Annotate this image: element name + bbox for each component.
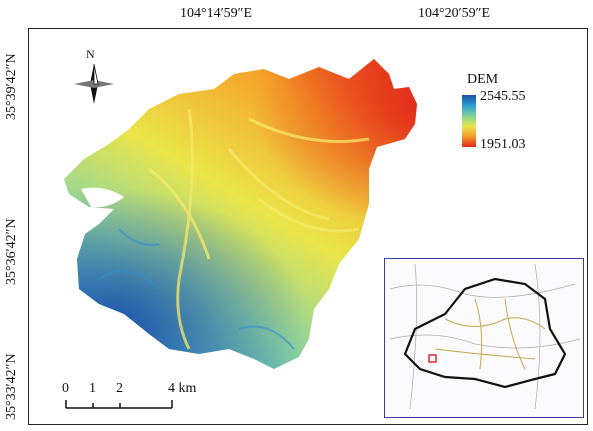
latitude-label-3: 35°33′42″N [4,353,19,420]
north-arrow-icon [74,63,114,104]
latitude-label-1: 35°39′42″N [4,53,19,120]
study-area-marker [428,354,437,363]
map-frame [28,28,588,425]
legend-title: DEM [467,72,499,87]
latitude-label-2: 35°36′42″N [4,218,19,285]
longitude-label-2: 104°20′59″E [418,6,491,21]
legend-max-value: 2545.55 [480,89,526,104]
inset-map-graphic [389,263,581,410]
scale-tick-4km: 4 km [168,381,197,396]
inset-location-map [384,258,584,418]
scale-tick-1: 1 [89,381,96,396]
dem-map [64,59,417,369]
legend-color-bar [462,95,476,147]
scale-tick-0: 0 [62,381,69,396]
legend-min-value: 1951.03 [480,137,526,152]
north-label: N [86,47,95,61]
longitude-label-1: 104°14′59″E [180,6,253,21]
scale-tick-2: 2 [116,381,123,396]
scale-bar [65,400,173,409]
